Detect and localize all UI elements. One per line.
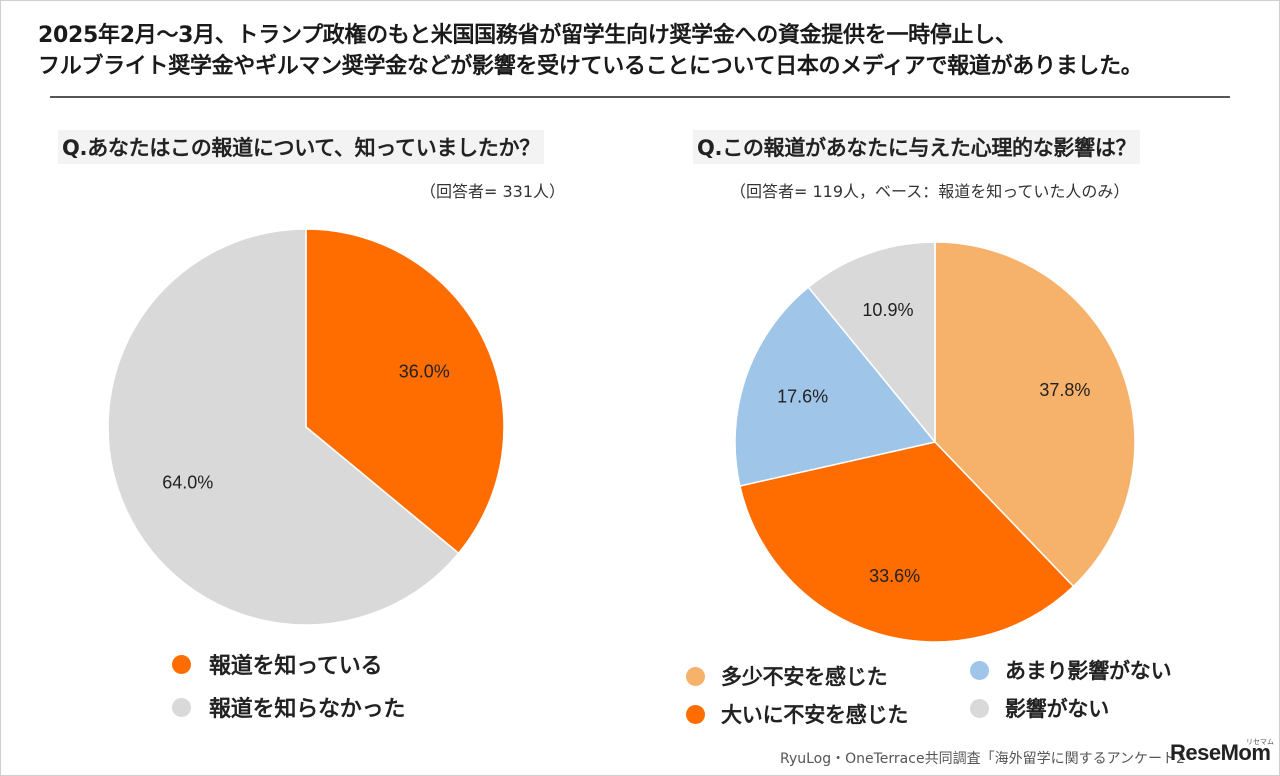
resemom-logo-sub: リセマム	[1246, 738, 1274, 746]
chart-2-slice-1	[934, 241, 1136, 588]
chart-2-subtitle: （回答者= 119人，ベース：報道を知っていた人のみ）	[730, 182, 1130, 201]
chart-1-legend-label-1: 報道を知っている	[209, 654, 383, 679]
chart-1-slice-label-1: 36.0%	[399, 361, 450, 381]
chart-1-slice-1	[305, 228, 505, 555]
chart-2-slice-3	[734, 286, 937, 487]
source-note: RyuLog・OneTerrace共同調査「海外留学に関するアンケート2	[780, 751, 1185, 767]
chart-2-legend-swatch-2	[686, 704, 705, 724]
figure-header: 2025年2月〜3月、トランプ政権のもと米国国務省が留学生向け奨学金への資金提供…	[38, 20, 1248, 82]
chart-1-legend-swatch-1	[172, 654, 191, 674]
chart-1-subtitle: （回答者= 331人）	[420, 182, 566, 201]
chart-1-title: Q.あなたはこの報道について、知っていましたか？	[58, 130, 544, 164]
resemom-logo: ReseMom	[1170, 740, 1271, 765]
chart-1-pie: 36.0% 64.0%	[107, 228, 505, 626]
chart-2-legend-item-1: 多少不安を感じた	[686, 661, 888, 691]
chart-2-legend-label-2: 大いに不安を感じた	[721, 703, 909, 727]
chart-2-pie: 37.8% 33.6% 17.6% 10.9%	[734, 241, 1136, 643]
chart-2-legend-swatch-3	[970, 660, 989, 680]
chart-1-legend-label-2: 報道を知らなかった	[209, 697, 406, 722]
chart-2-legend-swatch-4	[970, 698, 989, 718]
header-divider	[50, 96, 1230, 98]
chart-2-slice-2	[738, 441, 1075, 643]
chart-1-slice-2	[107, 228, 460, 626]
chart-2-legend-item-4: 影響がない	[970, 693, 1109, 723]
chart-1-legend-swatch-2	[172, 697, 191, 717]
chart-2-slice-label-3: 17.6%	[777, 386, 828, 406]
chart-2-slice-label-1: 37.8%	[1039, 380, 1090, 400]
chart-2-legend-swatch-1	[686, 666, 705, 686]
chart-2-slice-4	[807, 241, 936, 445]
header-line-2: フルブライト奨学金やギルマン奨学金などが影響を受けていることについて日本のメディ…	[38, 54, 1143, 79]
chart-2-legend-label-4: 影響がない	[1005, 697, 1109, 721]
chart-2-title: Q.この報道があなたに与えた心理的な影響は？	[693, 130, 1141, 164]
chart-2-slice-label-2: 33.6%	[869, 566, 920, 586]
header-line-1: 2025年2月〜3月、トランプ政権のもと米国国務省が留学生向け奨学金への資金提供…	[38, 23, 1017, 48]
chart-2-legend-item-3: あまり影響がない	[970, 655, 1172, 685]
chart-1-slice-label-2: 64.0%	[162, 473, 213, 493]
chart-2-legend-item-2: 大いに不安を感じた	[686, 699, 908, 729]
chart-2-legend-label-1: 多少不安を感じた	[721, 665, 888, 689]
chart-1-legend-item-2: 報道を知らなかった	[172, 691, 405, 723]
chart-2-slice-label-4: 10.9%	[862, 300, 913, 320]
chart-2-legend-label-3: あまり影響がない	[1005, 659, 1172, 683]
chart-1-legend-item-1: 報道を知っている	[172, 648, 383, 680]
